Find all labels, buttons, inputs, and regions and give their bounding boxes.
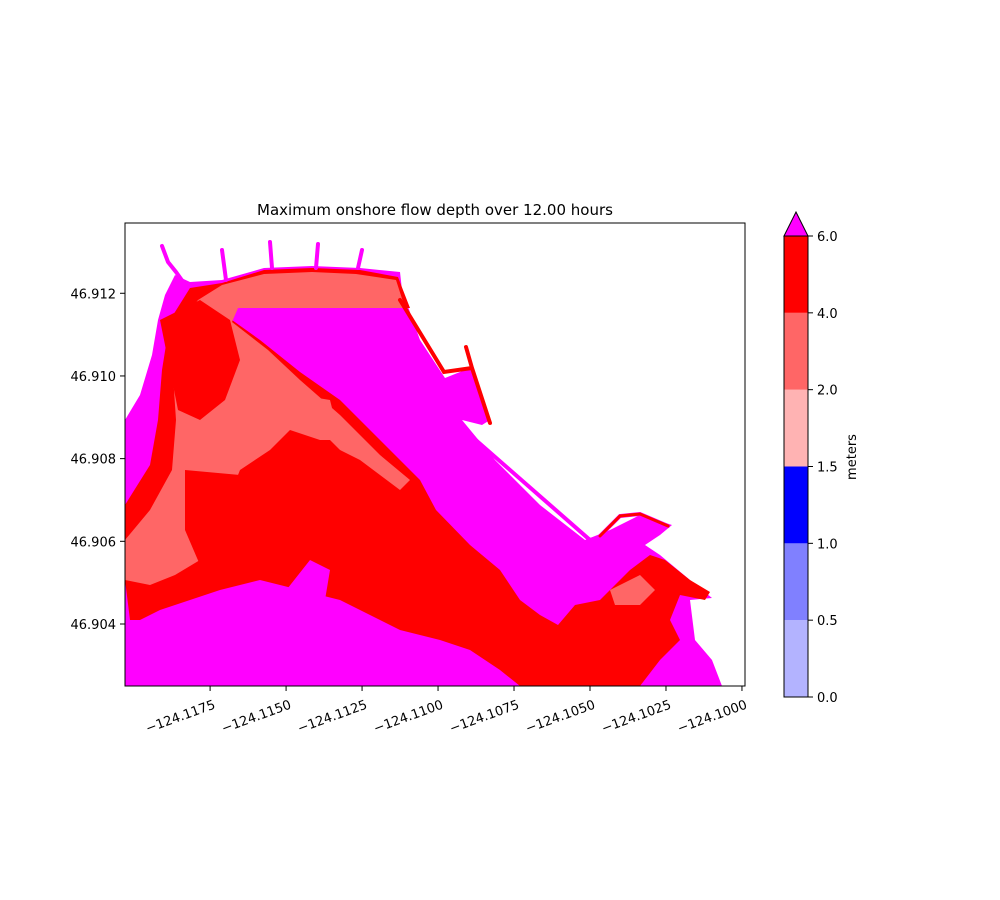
x-axis: −124.1175 −124.1150 −124.1125 −124.1100 −124… [144, 686, 750, 737]
colorbar-label: meters [845, 434, 860, 480]
colorbar-segment [784, 466, 808, 544]
groyne [160, 240, 364, 288]
y-tick-label: 46.910 [71, 370, 117, 385]
x-tick-label: −124.1075 [448, 698, 522, 737]
x-tick-label: −124.1175 [144, 698, 218, 737]
colorbar-segment [784, 236, 808, 313]
x-tick-label: −124.1150 [220, 698, 294, 737]
jetty [598, 512, 670, 538]
y-tick-label: 46.904 [71, 618, 117, 633]
map-area [125, 240, 722, 686]
flow-region-4-to-6 [160, 300, 650, 660]
x-tick-label: −124.1000 [676, 698, 750, 737]
colorbar-segment [784, 543, 808, 621]
x-tick-label: −124.1125 [296, 698, 370, 737]
colorbar-tick-label: 2.0 [817, 384, 838, 399]
x-tick-label: −124.1050 [524, 698, 598, 737]
colorbar: 0.0 0.5 1.0 1.5 2.0 4.0 6.0 [783, 210, 838, 706]
plot-frame [124, 222, 746, 687]
jetty [398, 298, 492, 425]
y-tick-label: 46.908 [71, 453, 117, 468]
x-tick-label: −124.1025 [600, 698, 674, 737]
colorbar-extend-arrow [783, 210, 809, 237]
x-tick-label: −124.1100 [372, 698, 446, 737]
y-axis: 46.904 46.906 46.908 46.910 46.912 [71, 287, 125, 633]
colorbar-tick-label: 1.5 [817, 461, 838, 476]
colorbar-tick-label: 1.0 [817, 537, 838, 552]
colorbar-segment [784, 620, 808, 697]
colorbar-tick-label: 0.5 [817, 614, 838, 629]
colorbar-tick-label: 6.0 [817, 230, 838, 245]
colorbar-segment [784, 312, 808, 390]
colorbar-tick-label: 4.0 [817, 307, 838, 322]
y-tick-label: 46.912 [71, 287, 117, 302]
chart-title: Maximum onshore flow depth over 12.00 ho… [257, 201, 613, 219]
flow-region-over-6 [125, 560, 500, 686]
colorbar-segment [784, 389, 808, 467]
colorbar-tick-label: 0.0 [817, 691, 838, 706]
y-tick-label: 46.906 [71, 535, 117, 550]
